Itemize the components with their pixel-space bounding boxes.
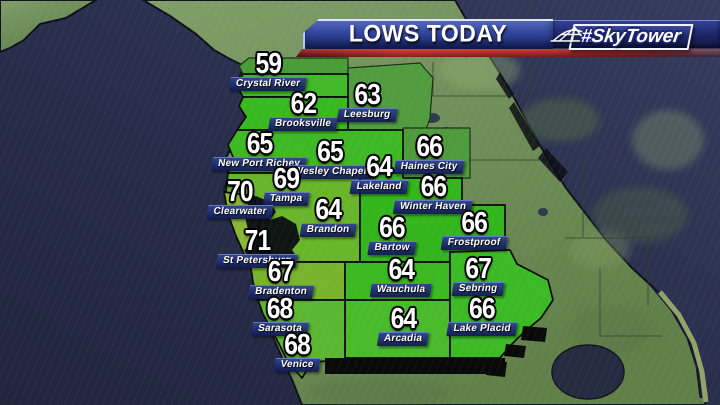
header-banner: LOWS TODAY #SkyTower bbox=[303, 19, 720, 50]
temperature-value: 66 bbox=[420, 169, 447, 203]
station-winter-haven: 66 Winter Haven bbox=[392, 169, 474, 214]
temperature-value: 62 bbox=[290, 86, 317, 120]
station-st-petersburg: 71 St Petersburg bbox=[215, 223, 299, 268]
city-label: Brandon bbox=[299, 223, 357, 237]
brand-wordmark: #SkyTower bbox=[579, 26, 683, 47]
radar-dome-icon bbox=[550, 26, 595, 42]
temperature-value: 70 bbox=[227, 174, 254, 208]
temperature-value: 65 bbox=[246, 126, 273, 160]
city-label: Wauchula bbox=[369, 283, 433, 297]
temperature-value: 69 bbox=[273, 161, 300, 195]
temperature-value: 59 bbox=[255, 46, 282, 80]
city-label: Lake Placid bbox=[446, 322, 518, 336]
station-sarasota: 68 Sarasota bbox=[250, 291, 310, 336]
station-brandon: 64 Brandon bbox=[299, 192, 357, 237]
city-label: Leesburg bbox=[336, 108, 398, 122]
temperature-value: 64 bbox=[315, 192, 342, 226]
station-brooksville: 62 Brooksville bbox=[267, 86, 339, 131]
city-label: Clearwater bbox=[206, 205, 274, 219]
station-bradenton: 67 Bradenton bbox=[247, 254, 315, 299]
station-tampa: 69 Tampa bbox=[262, 161, 310, 206]
temperature-value: 64 bbox=[390, 301, 417, 335]
temperature-value: 71 bbox=[244, 223, 271, 257]
temperature-value: 66 bbox=[416, 129, 443, 163]
station-new-port-richey: 65 New Port Richey bbox=[210, 126, 308, 171]
temperature-value: 66 bbox=[379, 210, 406, 244]
banner-red-stripe bbox=[296, 49, 720, 57]
temperature-value: 65 bbox=[317, 134, 344, 168]
station-sebring: 67 Sebring bbox=[451, 251, 505, 296]
temperature-value: 66 bbox=[461, 205, 488, 239]
temperature-value: 68 bbox=[267, 291, 294, 325]
station-crystal-river: 59 Crystal River bbox=[228, 46, 308, 91]
station-arcadia: 64 Arcadia bbox=[376, 301, 430, 346]
station-wauchula: 64 Wauchula bbox=[369, 252, 433, 297]
station-frostproof: 66 Frostproof bbox=[440, 205, 508, 250]
station-lakeland: 64 Lakeland bbox=[349, 149, 409, 194]
temperature-value: 63 bbox=[354, 77, 381, 111]
station-leesburg: 63 Leesburg bbox=[336, 77, 398, 122]
city-label: Arcadia bbox=[376, 332, 430, 346]
station-venice: 68 Venice bbox=[273, 327, 321, 372]
temperature-value: 66 bbox=[469, 291, 496, 325]
temperature-value: 64 bbox=[388, 252, 415, 286]
temperature-value: 64 bbox=[366, 149, 393, 183]
temperature-value: 67 bbox=[465, 251, 492, 285]
temperature-value: 67 bbox=[268, 254, 295, 288]
city-label: Brooksville bbox=[267, 117, 339, 131]
station-clearwater: 70 Clearwater bbox=[206, 174, 274, 219]
page-title: LOWS TODAY bbox=[348, 19, 508, 47]
station-wesley-chapel: 65 Wesley Chapel bbox=[286, 134, 374, 179]
city-label: Venice bbox=[273, 358, 321, 372]
station-bartow: 66 Bartow bbox=[367, 210, 417, 255]
city-label: Frostproof bbox=[440, 236, 508, 250]
station-haines-city: 66 Haines City bbox=[393, 129, 465, 174]
station-lake-placid: 66 Lake Placid bbox=[446, 291, 518, 336]
skytower-logo-frame: #SkyTower bbox=[550, 24, 694, 50]
skytower-logo: #SkyTower bbox=[541, 14, 720, 50]
title-plate: LOWS TODAY bbox=[303, 19, 553, 49]
temperature-value: 68 bbox=[284, 327, 311, 361]
